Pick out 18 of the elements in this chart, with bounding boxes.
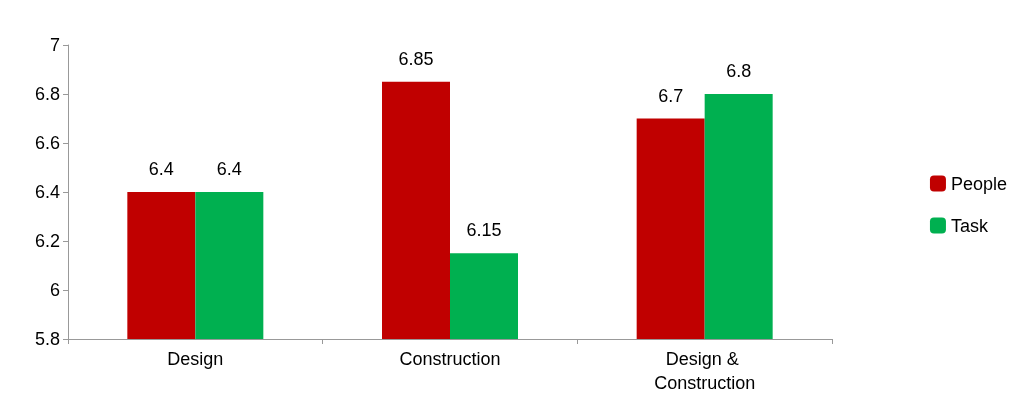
data-label: 6.85 bbox=[398, 48, 434, 69]
data-label: 6.15 bbox=[466, 220, 502, 241]
y-tick-label: 6.8 bbox=[34, 84, 60, 104]
y-tick-label: 6.6 bbox=[34, 133, 60, 153]
data-label: 6.4 bbox=[216, 159, 242, 179]
data-label: 6.4 bbox=[148, 159, 174, 179]
y-tick-label: 6.2 bbox=[34, 231, 60, 251]
x-tick-label: Design bbox=[167, 349, 224, 369]
legend-label: People bbox=[950, 173, 1008, 194]
data-label: 6.8 bbox=[726, 61, 752, 81]
y-tick-label: 7 bbox=[49, 35, 60, 55]
x-tick-label: Design & Construction bbox=[654, 349, 756, 393]
y-tick-label: 6.4 bbox=[34, 182, 60, 202]
y-tick-label: 6 bbox=[49, 280, 60, 300]
data-label: 6.7 bbox=[658, 85, 684, 106]
x-tick-label: Construction bbox=[399, 349, 501, 369]
y-tick-label: 5.8 bbox=[34, 329, 60, 349]
legend-label: Task bbox=[950, 215, 989, 236]
